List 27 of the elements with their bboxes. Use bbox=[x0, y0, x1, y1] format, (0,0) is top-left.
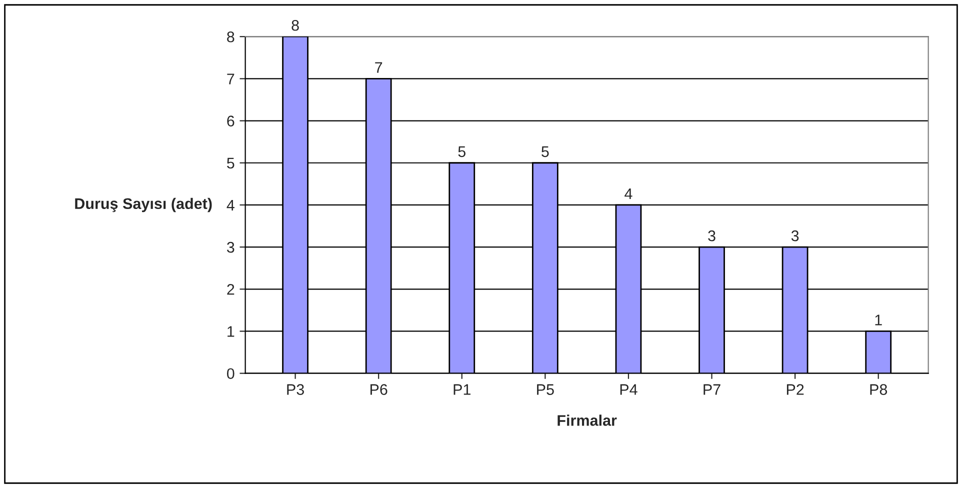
data-label: 3 bbox=[791, 230, 799, 242]
y-tick-label: 0 bbox=[226, 368, 234, 380]
y-tick-label: 2 bbox=[227, 284, 234, 295]
x-tick-label: P1 bbox=[454, 384, 470, 395]
data-label: 4 bbox=[624, 188, 632, 200]
y-tick-label: 3 bbox=[226, 242, 234, 253]
y-tick-label: 5 bbox=[227, 158, 234, 169]
data-label: 5 bbox=[458, 146, 466, 158]
x-tick-label: P7 bbox=[704, 384, 720, 395]
x-tick-label: P6 bbox=[370, 384, 388, 395]
x-tick-label: P5 bbox=[537, 384, 554, 395]
y-tick-label: 8 bbox=[227, 31, 234, 42]
y-tick-label: 6 bbox=[227, 116, 234, 126]
data-label: 7 bbox=[375, 62, 382, 73]
x-tick-label: P8 bbox=[870, 384, 888, 395]
y-axis-title: Duruş Sayısı (adet) bbox=[75, 198, 212, 212]
x-tick-label: P4 bbox=[620, 384, 638, 395]
x-axis-title: Firmalar bbox=[558, 414, 617, 426]
data-label: 1 bbox=[875, 314, 882, 326]
y-tick-label: 4 bbox=[226, 200, 234, 210]
x-tick-label: P3 bbox=[287, 384, 304, 395]
data-label: 3 bbox=[708, 230, 716, 242]
data-label: 8 bbox=[292, 20, 299, 31]
data-label: 5 bbox=[542, 146, 549, 158]
y-tick-label: 1 bbox=[228, 326, 234, 337]
x-tick-label: P2 bbox=[786, 384, 804, 395]
y-tick-label: 7 bbox=[227, 74, 234, 84]
